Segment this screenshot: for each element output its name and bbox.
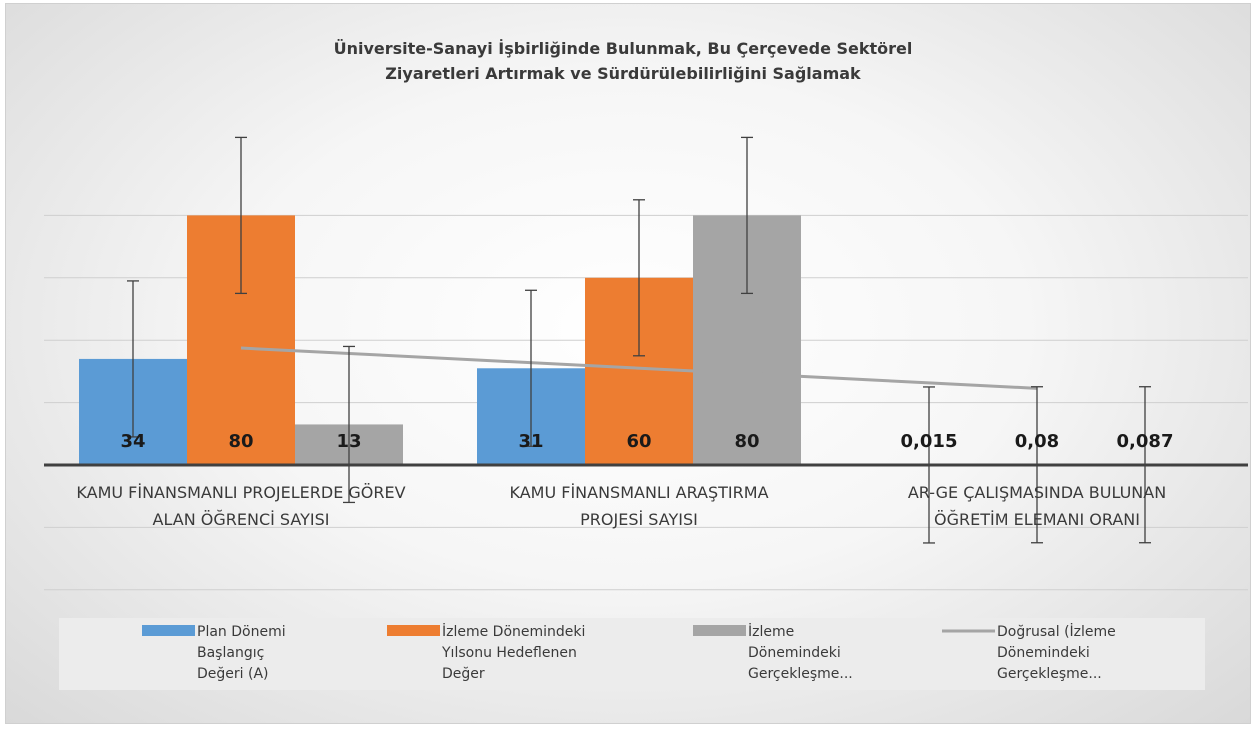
- data-label: 13: [336, 431, 361, 452]
- legend-box: [59, 618, 1205, 690]
- data-label: 0,08: [1015, 431, 1059, 452]
- legend-label: Dönemindeki: [748, 645, 841, 661]
- chart-title-line-2: Ziyaretleri Artırmak ve Sürdürülebilirli…: [385, 64, 861, 83]
- category-label: ÖĞRETİM ELEMANI ORANI: [934, 510, 1140, 529]
- data-label: 31: [518, 431, 543, 452]
- data-label: 80: [734, 431, 759, 452]
- legend-label: Gerçekleşme...: [748, 666, 853, 682]
- data-label: 0,087: [1117, 431, 1174, 452]
- chart-canvas: Üniversite-Sanayi İşbirliğinde Bulunmak,…: [44, 39, 1248, 690]
- category-label: KAMU FİNANSMANLI ARAŞTIRMA: [509, 483, 768, 502]
- chart-title-line-1: Üniversite-Sanayi İşbirliğinde Bulunmak,…: [334, 39, 913, 58]
- chart-title: Üniversite-Sanayi İşbirliğinde Bulunmak,…: [334, 39, 913, 83]
- data-label: 34: [120, 431, 145, 452]
- category-label: PROJESİ SAYISI: [580, 510, 698, 529]
- legend-swatch: [693, 625, 746, 636]
- data-label: 60: [626, 431, 651, 452]
- legend-label: Doğrusal (İzleme: [997, 622, 1116, 640]
- legend-swatch: [387, 625, 440, 636]
- legend-label: Yılsonu Hedeflenen: [441, 645, 577, 661]
- category-label: ALAN ÖĞRENCİ SAYISI: [153, 510, 330, 529]
- data-label: 0,015: [901, 431, 958, 452]
- data-labels: 34 31 0,015 80 60 0,08 13 80 0,087: [120, 431, 1173, 452]
- trendline-line: [240, 346, 1038, 390]
- legend-label: Dönemindeki: [997, 645, 1090, 661]
- legend: Plan Dönemi Başlangıç Değeri (A) İzleme Dön…: [59, 618, 1205, 690]
- trendline: [240, 346, 1038, 390]
- legend-label: İzleme: [748, 622, 794, 640]
- category-labels: KAMU FİNANSMANLI PROJELERDE GÖREV ALAN ÖĞ…: [76, 483, 1166, 529]
- category-label: AR-GE ÇALIŞMASINDA BULUNAN: [908, 483, 1166, 502]
- chart-area: Üniversite-Sanayi İşbirliğinde Bulunmak,…: [5, 3, 1251, 724]
- error-bars: [127, 136, 1151, 544]
- legend-label: Gerçekleşme...: [997, 666, 1102, 682]
- data-label: 80: [228, 431, 253, 452]
- legend-label: Değer: [442, 666, 485, 682]
- legend-label: Başlangıç: [197, 645, 264, 661]
- category-label: KAMU FİNANSMANLI PROJELERDE GÖREV: [76, 483, 405, 502]
- legend-swatch: [142, 625, 195, 636]
- legend-label: İzleme Dönemindeki: [442, 622, 585, 640]
- legend-label: Değeri (A): [197, 666, 269, 682]
- legend-label: Plan Dönemi: [197, 624, 286, 640]
